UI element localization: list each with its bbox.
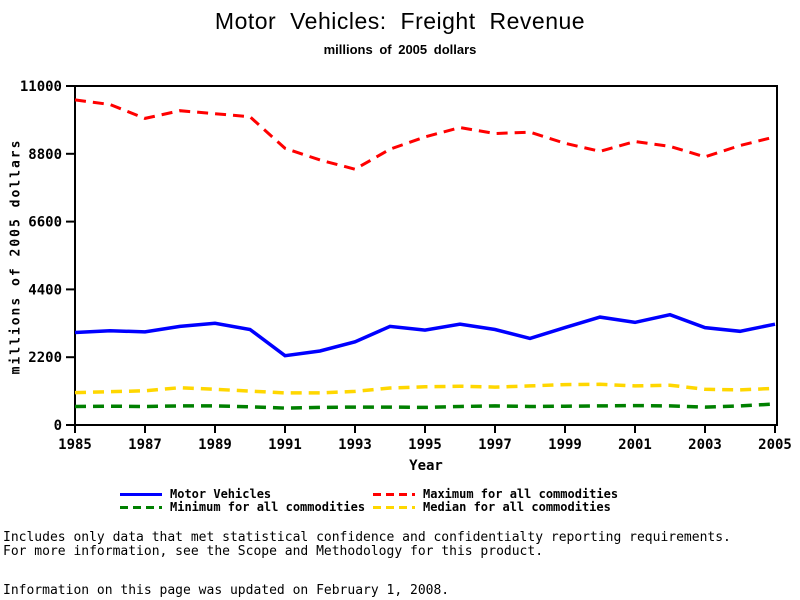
y-tick-label: 0 [54, 418, 62, 434]
x-tick-label: 1985 [58, 437, 92, 453]
legend-item-motor-vehicles: Motor Vehicles [120, 487, 271, 501]
y-tick-label: 11000 [20, 79, 62, 95]
chart-title: Motor Vehicles: Freight Revenue [214, 8, 586, 34]
legend-line-swatch [373, 492, 415, 496]
x-tick-label: 1991 [268, 437, 302, 453]
x-tick-label: 2001 [618, 437, 652, 453]
footnote-line-2: For more information, see the Scope and … [3, 544, 544, 559]
footnote: Includes only data that met statistical … [3, 531, 797, 559]
y-tick-label: 2200 [28, 350, 62, 366]
x-tick-label: 1997 [478, 437, 512, 453]
y-tick-label: 4400 [28, 282, 62, 298]
series-line-minimum-for-all-commodities [74, 402, 776, 410]
x-tick-label: 1987 [128, 437, 162, 453]
y-tick-label: 8800 [28, 147, 62, 163]
x-tick-label: 1993 [338, 437, 372, 453]
plot-area: 0 2200 4400 6600 8800 11000 1985 1987 1989 1991 19… [20, 79, 792, 453]
x-tick-label: 1995 [408, 437, 442, 453]
footnote-line-1: Includes only data that met statistical … [3, 530, 731, 545]
series-line-maximum-for-all-commodities [74, 98, 776, 171]
x-tick-label: 2003 [688, 437, 722, 453]
legend-label: Motor Vehicles [170, 487, 272, 501]
plot-frame [74, 85, 778, 426]
chart-subtitle: millions of 2005 dollars [323, 42, 477, 57]
legend-line-swatch [373, 505, 415, 509]
series-line-motor-vehicles [74, 312, 776, 358]
x-tick-label: 1989 [198, 437, 232, 453]
legend-label: Maximum for all commodities [423, 487, 619, 501]
legend-line-swatch [120, 505, 162, 509]
legend-item-maximum: Maximum for all commodities [373, 487, 618, 501]
x-tick-label: 2005 [758, 437, 792, 453]
legend-line-swatch [120, 492, 162, 496]
y-tick-label: 6600 [28, 215, 62, 231]
series-line-median-for-all-commodities [74, 382, 776, 395]
legend-item-median: Median for all commodities [373, 500, 611, 514]
legend-label: Median for all commodities [423, 500, 611, 514]
legend-item-minimum: Minimum for all commodities [120, 500, 365, 514]
legend-label: Minimum for all commodities [170, 500, 366, 514]
x-axis-label: Year [409, 458, 443, 474]
x-tick-label: 1999 [548, 437, 582, 453]
updated-note: Information on this page was updated on … [3, 583, 450, 598]
